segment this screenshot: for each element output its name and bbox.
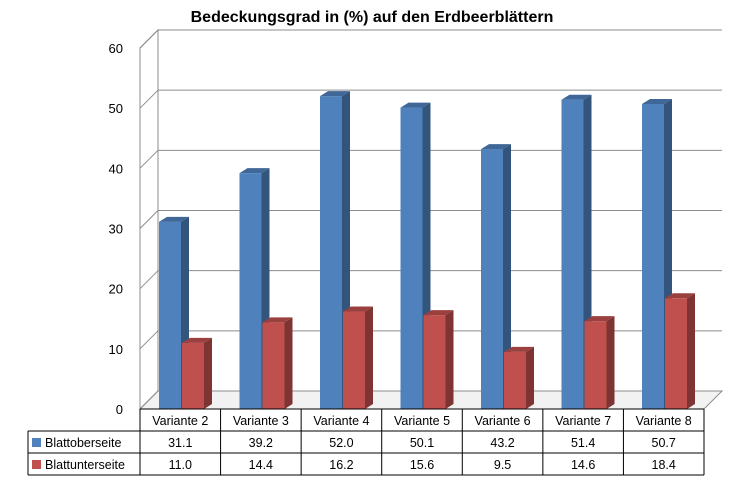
bar-top: [642, 98, 672, 104]
x-tick-label: Variante 2: [152, 414, 208, 428]
bar-blattoberseite: [481, 149, 503, 409]
data-label: 43.2: [490, 436, 514, 450]
bar-side: [503, 144, 511, 409]
bar-blattunterseite: [182, 342, 204, 409]
bars: [159, 91, 695, 409]
data-label: 16.2: [329, 458, 353, 472]
bar-blattunterseite: [584, 321, 607, 409]
bar-blattunterseite: [262, 322, 285, 409]
y-tick-label: 60: [109, 41, 123, 56]
y-tick-label: 40: [109, 161, 123, 176]
data-table: Variante 2 Variante 3 Variante 4 Variante 5…: [27, 408, 705, 476]
legend-swatch: [32, 438, 41, 447]
bar-top: [481, 144, 511, 150]
x-tick-label: Variante 3: [233, 414, 289, 428]
bar-top: [423, 310, 454, 316]
bar-blattunterseite: [665, 298, 687, 409]
bar-top: [159, 216, 189, 222]
bar-blattunterseite: [423, 315, 446, 409]
bar-blattoberseite: [159, 221, 181, 409]
gridline-diagonal: [139, 29, 159, 49]
data-label: 52.0: [329, 436, 353, 450]
gridline-diagonal: [139, 89, 159, 109]
y-tick-label: 0: [116, 402, 123, 417]
y-tick-label: 50: [109, 101, 123, 116]
x-tick-label: Variante 5: [394, 414, 450, 428]
data-label: 39.2: [249, 436, 273, 450]
bar-blattoberseite: [561, 99, 584, 409]
y-tick-label: 30: [109, 222, 123, 237]
bar-blattunterseite: [504, 351, 526, 409]
y-tick-label: 10: [109, 342, 123, 357]
data-label: 14.6: [571, 458, 595, 472]
bar-blattunterseite: [343, 311, 365, 409]
gridline-diagonal: [139, 270, 159, 290]
bar-side: [365, 306, 373, 409]
data-label: 50.7: [652, 436, 676, 450]
bar-top: [239, 168, 270, 174]
y-axis: 0 10 20 30 40 50 60: [109, 41, 123, 417]
data-label: 9.5: [494, 458, 511, 472]
bar-side: [445, 310, 454, 409]
bar-top: [182, 337, 212, 343]
data-label: 31.1: [168, 436, 192, 450]
gridline-diagonal: [139, 149, 159, 169]
bar-blattoberseite: [400, 107, 423, 409]
bar-top: [400, 102, 431, 108]
bar-top: [262, 317, 293, 323]
gridline-diagonal: [139, 330, 159, 350]
data-label: 51.4: [571, 436, 595, 450]
x-tick-label: Variante 6: [475, 414, 531, 428]
bar-side: [526, 346, 534, 409]
bar-top: [320, 91, 350, 97]
legend-label: Blattunterseite: [45, 458, 125, 472]
legend-swatch: [32, 460, 41, 469]
y-tick-label: 20: [109, 282, 123, 297]
data-label: 15.6: [410, 458, 434, 472]
x-tick-label: Variante 4: [313, 414, 369, 428]
bar-side: [606, 316, 615, 409]
chart-title: Bedeckungsgrad in (%) auf den Erdbeerblä…: [191, 9, 554, 26]
gridline-diagonal: [139, 390, 159, 410]
bar-side: [204, 337, 212, 409]
data-label: 50.1: [410, 436, 434, 450]
bar-top: [561, 94, 592, 100]
gridline-diagonal: [139, 210, 159, 229]
x-tick-label: Variante 8: [636, 414, 692, 428]
bar-top: [504, 346, 534, 352]
bar-side: [687, 293, 695, 409]
bar-blattoberseite: [239, 173, 262, 409]
data-label: 18.4: [652, 458, 676, 472]
bar-top: [584, 316, 615, 322]
bar-top: [665, 293, 695, 299]
x-tick-label: Variante 7: [555, 414, 611, 428]
bar-blattoberseite: [320, 96, 342, 409]
bar-top: [343, 306, 373, 312]
bar-blattoberseite: [642, 103, 664, 409]
legend-label: Blattoberseite: [45, 436, 121, 450]
data-label: 14.4: [249, 458, 273, 472]
data-label: 11.0: [169, 458, 192, 472]
bar-side: [284, 317, 293, 409]
